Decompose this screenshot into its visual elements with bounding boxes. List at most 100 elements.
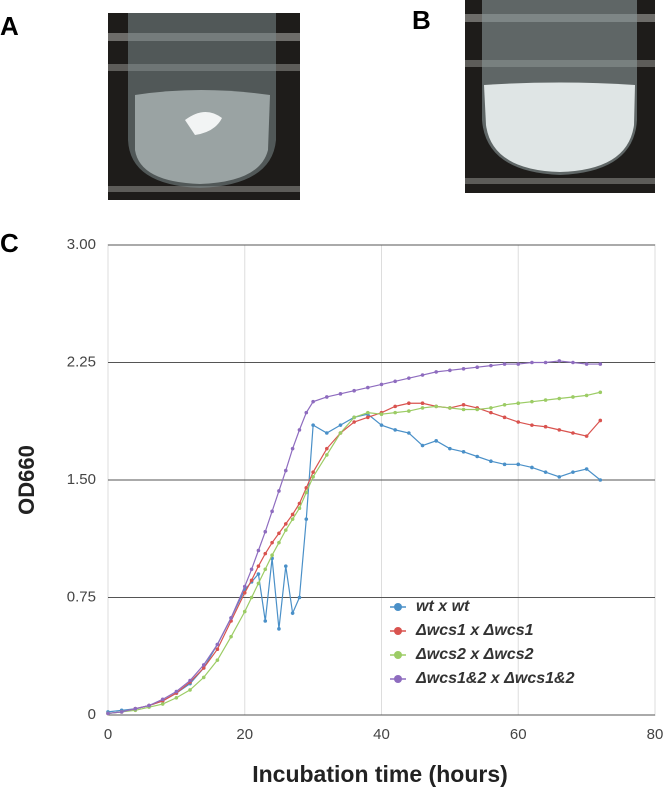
- x-tick-label: 80: [647, 726, 664, 743]
- legend-label: Δwcs1 x Δwcs1: [415, 622, 534, 639]
- x-tick-label: 20: [236, 726, 253, 743]
- data-point: [119, 710, 124, 714]
- data-point: [283, 522, 288, 526]
- data-point: [598, 478, 603, 482]
- data-point: [256, 581, 261, 586]
- data-point: [249, 595, 254, 600]
- data-point: [584, 362, 589, 366]
- series-line: [107, 360, 601, 715]
- data-point: [420, 401, 425, 406]
- data-point: [297, 501, 302, 506]
- data-point: [516, 401, 521, 406]
- data-point: [489, 459, 493, 464]
- data-point: [543, 360, 548, 365]
- series-line: [107, 402, 601, 715]
- x-tick-label: 40: [373, 726, 390, 743]
- data-point: [215, 647, 220, 651]
- data-point: [256, 572, 261, 576]
- data-point: [270, 540, 274, 545]
- data-point: [311, 470, 315, 474]
- data-point: [242, 609, 247, 614]
- legend-swatch: [394, 627, 402, 635]
- data-point: [557, 396, 562, 401]
- data-point: [249, 578, 254, 583]
- data-point: [263, 529, 268, 534]
- data-point: [393, 379, 397, 384]
- data-point: [147, 703, 151, 708]
- data-point: [297, 506, 302, 511]
- data-point: [420, 373, 425, 377]
- data-point: [304, 486, 309, 490]
- panel-label: A: [0, 11, 19, 41]
- data-point: [133, 706, 138, 711]
- data-point: [201, 666, 206, 670]
- data-point: [448, 446, 452, 451]
- data-point: [489, 363, 493, 368]
- y-tick-label: 1.50: [67, 471, 96, 488]
- data-point: [557, 359, 562, 363]
- data-point: [407, 409, 411, 413]
- data-point: [352, 388, 356, 393]
- data-point: [338, 423, 343, 427]
- data-point: [229, 616, 233, 620]
- data-point: [249, 567, 254, 572]
- data-point: [290, 512, 295, 517]
- data-point: [530, 399, 534, 404]
- plot: 0 20 40 60 80 0 0.75 1.50 2.25 3.00 wt x wt Δwcs1 x…: [67, 236, 664, 743]
- data-point: [584, 393, 589, 398]
- data-point: [502, 362, 507, 366]
- data-point: [407, 401, 411, 406]
- data-point: [420, 406, 425, 410]
- data-point: [290, 517, 295, 521]
- y-axis-title: OD660: [14, 445, 39, 515]
- data-point: [420, 443, 425, 448]
- data-point: [277, 540, 281, 545]
- data-point: [407, 376, 411, 380]
- y-tick-label: 3.00: [67, 236, 96, 253]
- data-point: [516, 362, 521, 366]
- data-point: [407, 431, 411, 435]
- data-point: [263, 551, 268, 556]
- legend-swatch: [394, 651, 402, 659]
- data-point: [325, 453, 329, 457]
- data-point: [290, 611, 295, 615]
- data-point: [461, 407, 466, 412]
- data-point: [311, 399, 315, 404]
- data-point: [188, 688, 192, 692]
- data-point: [160, 697, 165, 702]
- data-point: [297, 428, 302, 432]
- data-point: [366, 415, 370, 420]
- data-point: [263, 567, 268, 572]
- data-point: [461, 403, 466, 407]
- data-point: [584, 434, 589, 438]
- data-point: [283, 528, 288, 532]
- data-point: [557, 428, 562, 432]
- data-point: [461, 366, 466, 371]
- data-point: [598, 418, 603, 423]
- data-point: [543, 424, 548, 429]
- data-point: [475, 365, 480, 370]
- data-point: [598, 390, 603, 395]
- data-point: [434, 404, 439, 409]
- data-point: [379, 423, 384, 427]
- data-point: [270, 509, 274, 514]
- data-point: [461, 450, 466, 454]
- data-point: [215, 642, 220, 647]
- data-point: [352, 420, 356, 424]
- data-point: [242, 591, 247, 595]
- data-point: [290, 446, 295, 451]
- y-tick-label: 2.25: [67, 353, 96, 370]
- data-point: [283, 564, 288, 568]
- panel-label: B: [412, 5, 431, 35]
- data-point: [338, 431, 343, 435]
- data-point: [543, 398, 548, 402]
- data-point: [304, 517, 309, 521]
- data-point: [379, 382, 384, 387]
- legend-label: Δwcs1&2 x Δwcs1&2: [415, 670, 575, 687]
- photo-a: [108, 13, 300, 200]
- data-point: [502, 415, 507, 420]
- data-point: [489, 406, 493, 410]
- data-point: [311, 423, 315, 427]
- data-point: [598, 362, 603, 366]
- data-point: [338, 392, 343, 396]
